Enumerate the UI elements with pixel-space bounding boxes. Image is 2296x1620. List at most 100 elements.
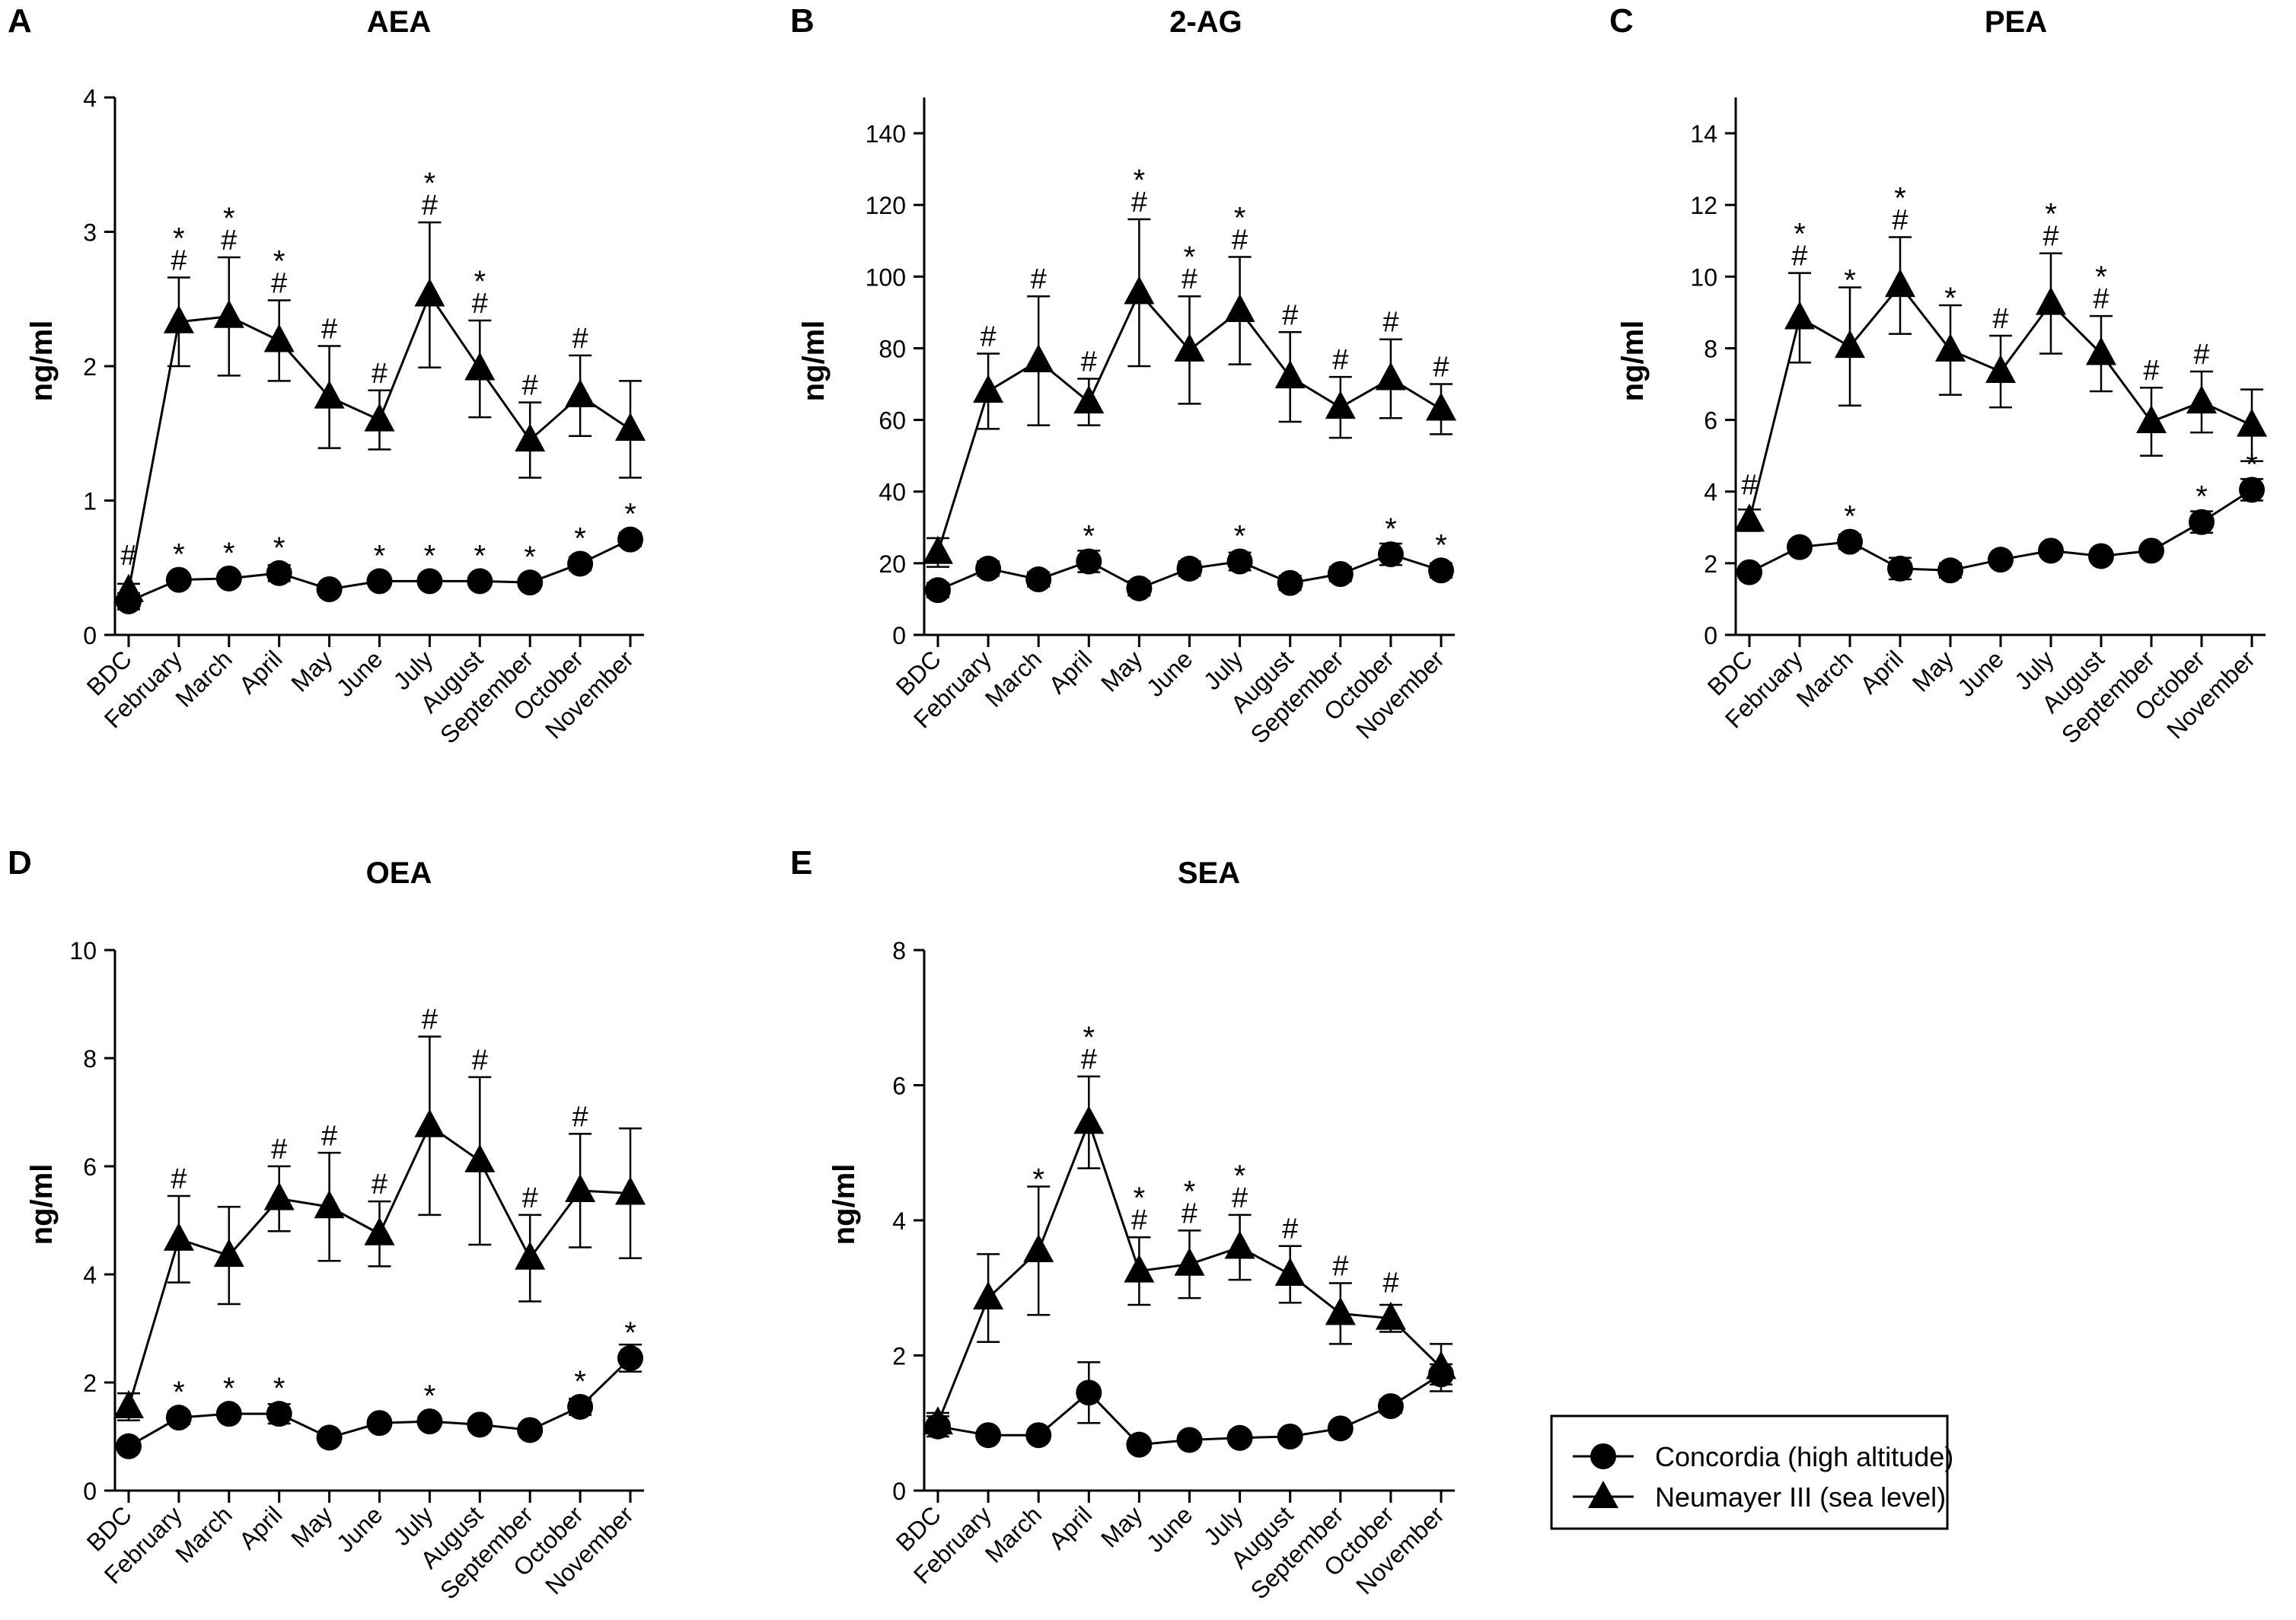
panel-e-concordia-point — [975, 1422, 1002, 1449]
panel-b-neumayer-annotation: * — [1184, 241, 1196, 274]
panel-c-neumayer-annotation: # — [2193, 339, 2209, 371]
panel-b-neumayer-annotation: # — [1332, 344, 1348, 376]
panel-a-concordia-point — [517, 569, 544, 596]
panel-a-y-tick-label: 4 — [83, 85, 97, 112]
panel-b-y-tick-label: 40 — [879, 479, 906, 506]
panel-d-neumayer-point — [364, 1217, 395, 1245]
panel-d-concordia-annotation: * — [624, 1316, 636, 1350]
panel-a-concordia-point — [617, 526, 643, 553]
panel-a-concordia-annotation: * — [273, 531, 285, 565]
panel-d-neumayer-annotation: # — [522, 1182, 538, 1214]
panel-e-neumayer-point — [1426, 1351, 1456, 1379]
panel-b: B 2-AG ng/ml 020406080100120140BDCFebrua… — [790, 2, 1456, 749]
panel-b-y-tick-label: 0 — [892, 622, 906, 649]
panel-e-neumayer-annotation: # — [1131, 1204, 1147, 1236]
panel-a-concordia-point — [165, 566, 192, 593]
panel-b-concordia-point — [1428, 557, 1454, 584]
panel-a-concordia-point — [567, 550, 594, 577]
panel-c-concordia-point — [2138, 537, 2164, 564]
panel-a-concordia-annotation: * — [223, 537, 235, 570]
panel-b-concordia-point — [1025, 566, 1052, 593]
panel-b-neumayer-point — [1023, 343, 1054, 372]
panel-d-concordia-annotation: * — [173, 1376, 185, 1409]
panel-c-concordia-annotation: * — [1844, 500, 1856, 534]
panel-a-neumayer-point — [464, 352, 496, 381]
panel-c-neumayer-annotation: * — [2095, 260, 2107, 294]
panel-c-neumayer-annotation: * — [1944, 282, 1956, 315]
panel-e-ylabel: ng/ml — [828, 1164, 861, 1245]
panel-b-concordia-point — [1126, 575, 1153, 601]
panel-a-concordia-point — [366, 568, 393, 595]
panel-b-concordia-annotation: * — [1083, 520, 1095, 553]
panel-letter-e: E — [790, 844, 812, 882]
panel-d-concordia-point — [165, 1405, 192, 1431]
panel-e-neumayer-annotation: # — [1382, 1268, 1398, 1300]
legend: Concordia (high altitude) Neumayer III (… — [1550, 1414, 1953, 1530]
panel-c-concordia-point — [2088, 543, 2114, 569]
panel-c-concordia-point — [1887, 555, 1913, 582]
panel-b-neumayer-annotation: # — [1433, 352, 1449, 384]
panel-b-neumayer-annotation: # — [1181, 263, 1197, 295]
panel-d-neumayer-annotation: # — [422, 1004, 438, 1036]
panel-b-y-tick-label: 80 — [879, 335, 906, 362]
panel-d-concordia-annotation: * — [424, 1379, 436, 1413]
panel-d-concordia-point — [266, 1401, 292, 1427]
panel-a-neumayer-annotation: # — [422, 190, 438, 222]
panel-c-y-tick-label: 6 — [1704, 407, 1717, 435]
panel-b-plot: 020406080100120140BDCFebruaryMarchAprilM… — [866, 97, 1456, 749]
panel-c-concordia-point — [2038, 537, 2064, 564]
panel-c-y-tick-label: 14 — [1690, 120, 1717, 148]
panel-a-neumayer-annotation: # — [271, 268, 287, 300]
panel-d-y-tick-label: 0 — [83, 1478, 97, 1505]
panel-d-y-tick-label: 6 — [83, 1153, 97, 1181]
panel-a-neumayer-point — [414, 278, 445, 307]
panel-a-concordia-point — [215, 565, 242, 592]
panel-c-neumayer-annotation: # — [2042, 221, 2058, 253]
panel-a-neumayer-annotation: * — [173, 222, 185, 256]
panel-e-neumayer-annotation: # — [1332, 1251, 1348, 1283]
panel-e-neumayer-point — [1325, 1296, 1356, 1325]
panel-c-concordia-point — [1837, 528, 1863, 555]
panel-e-neumayer-point — [1274, 1258, 1306, 1286]
panel-b-ylabel: ng/ml — [797, 320, 831, 402]
panel-b-neumayer-annotation: * — [1234, 201, 1246, 234]
panel-c-concordia-annotation: * — [2196, 480, 2208, 514]
panel-c-neumayer-annotation: # — [1791, 241, 1807, 273]
panel-e-neumayer-point — [1375, 1301, 1406, 1330]
panel-b-y-tick-label: 20 — [879, 550, 906, 578]
legend-label-concordia: Concordia (high altitude) — [1655, 1441, 1953, 1472]
panel-c-concordia-annotation: * — [2246, 448, 2258, 481]
panel-e-concordia-point — [1377, 1393, 1404, 1420]
panel-d-neumayer-annotation: # — [271, 1134, 287, 1166]
panel-c-neumayer-point — [1885, 269, 1915, 298]
panel-c-concordia-point — [1736, 559, 1762, 585]
panel-d-neumayer-point — [314, 1190, 345, 1219]
panel-a-y-tick-label: 3 — [83, 219, 97, 247]
panel-a-concordia-point — [316, 576, 343, 602]
panel-c-y-tick-label: 2 — [1704, 550, 1717, 578]
panel-a-concordia-point — [467, 568, 493, 595]
panel-e-concordia-point — [1277, 1424, 1303, 1449]
panel-b-neumayer-point — [1274, 360, 1306, 389]
panel-e-neumayer-annotation: * — [1234, 1159, 1246, 1193]
panel-b-neumayer-annotation: # — [1031, 263, 1047, 295]
panel-b-neumayer-annotation: * — [1134, 164, 1146, 197]
panel-c-neumayer-annotation: # — [2143, 355, 2159, 387]
panel-a-neumayer-annotation: # — [572, 323, 588, 355]
panel-c-y-tick-label: 4 — [1704, 479, 1717, 506]
panel-b-neumayer-point — [1073, 385, 1105, 414]
panel-e-concordia-point — [1025, 1422, 1052, 1449]
panel-c-neumayer-point — [2136, 404, 2167, 433]
panel-c-neumayer-point — [2036, 286, 2066, 315]
panel-e-concordia-point — [1076, 1379, 1102, 1406]
panel-a-concordia-annotation: * — [624, 498, 636, 531]
panel-a-concordia-annotation: * — [173, 538, 185, 572]
panel-d-concordia-point — [316, 1424, 343, 1451]
legend-label-neumayer: Neumayer III (sea level) — [1655, 1481, 1946, 1513]
panel-a-neumayer-annotation: * — [223, 202, 235, 235]
panel-c-neumayer-annotation: # — [1741, 469, 1757, 501]
panel-d-y-tick-label: 10 — [69, 937, 97, 965]
panel-d-concordia-annotation: * — [574, 1365, 586, 1398]
panel-c-neumayer-annotation: # — [1992, 303, 2008, 335]
panel-letter-d: D — [8, 844, 32, 882]
